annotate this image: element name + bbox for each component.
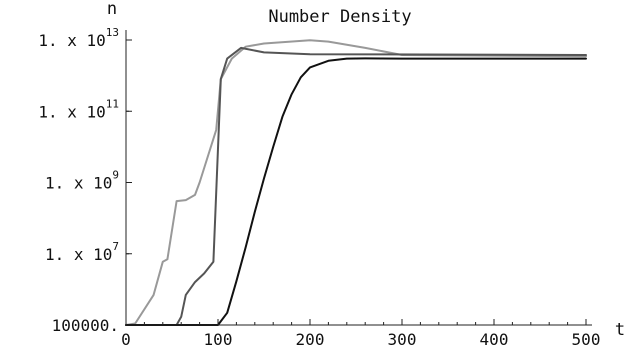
x-tick-label: 200	[296, 330, 325, 349]
x-tick-label: 0	[121, 330, 131, 349]
x-tick-label: 400	[480, 330, 509, 349]
x-tick-label: 500	[572, 330, 601, 349]
series-layer	[125, 39, 587, 326]
y-tick-label: 1. x 1013	[38, 26, 119, 50]
chart-title: Number Density	[268, 7, 411, 27]
x-axis-label: t	[615, 320, 625, 340]
y-tick-label: 100000.	[52, 316, 119, 335]
x-tick-label: 100	[204, 330, 233, 349]
y-axis-label: n	[107, 0, 117, 19]
y-tick-label: 1. x 1011	[38, 97, 119, 121]
x-tick-label: 300	[388, 330, 417, 349]
y-tick-label: 1. x 107	[45, 240, 119, 264]
series-line-1	[125, 39, 587, 326]
y-tick-label: 1. x 109	[45, 169, 119, 193]
series-line-3	[125, 57, 587, 326]
tick-layer: 0 100 200 300 400 500 100000. 1. x 107 1. x 109 1…	[38, 26, 600, 349]
series-line-2	[125, 46, 587, 326]
